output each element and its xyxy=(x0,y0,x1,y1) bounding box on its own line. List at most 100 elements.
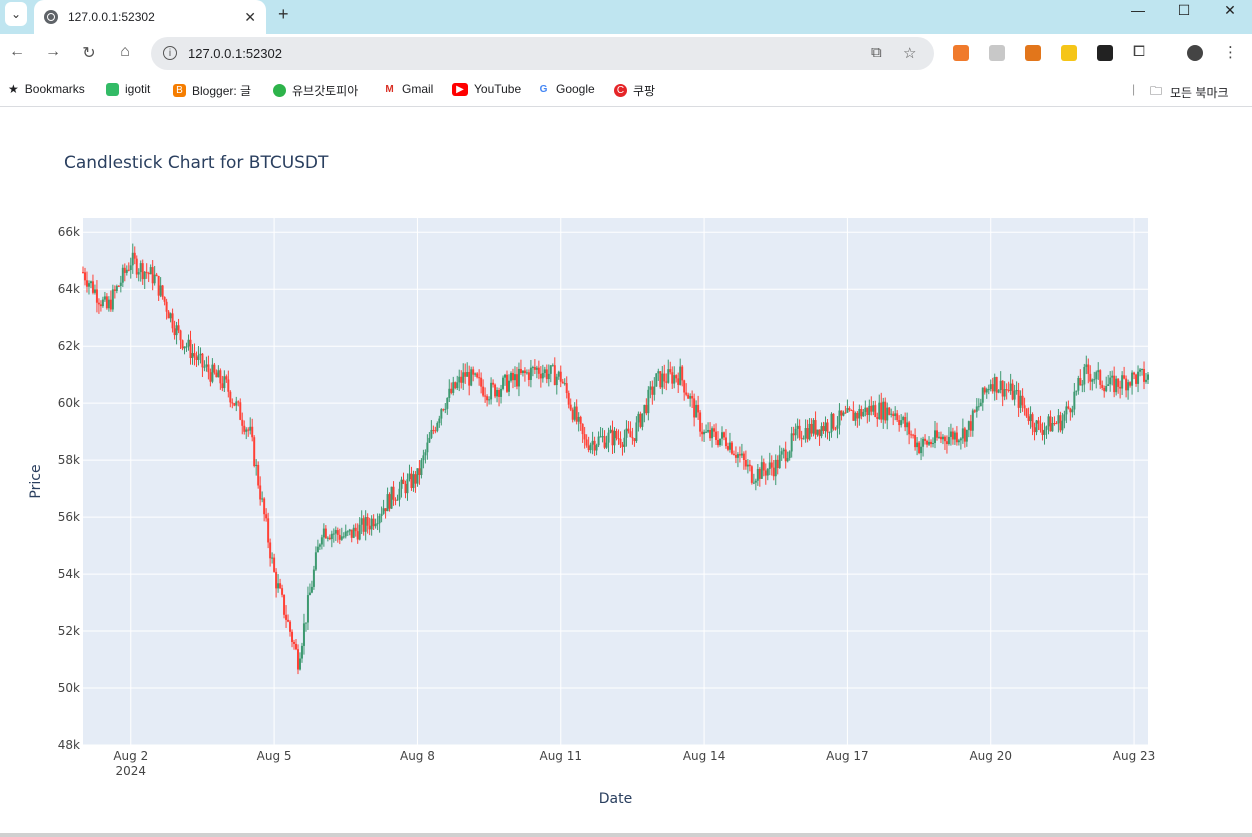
address-bar[interactable]: i 127.0.0.1:52302 ⧉ ☆ xyxy=(151,37,934,70)
candle-body xyxy=(380,513,383,516)
close-tab-icon[interactable]: ✕ xyxy=(244,9,256,25)
home-icon[interactable]: ⌂ xyxy=(120,43,130,60)
bookmark-item[interactable]: C 쿠팡 xyxy=(614,82,655,99)
x-tick-label: Aug 23 xyxy=(1113,749,1156,763)
candle-body xyxy=(820,426,823,437)
candle-body xyxy=(870,405,873,412)
candle-body xyxy=(360,518,363,525)
candle-body xyxy=(466,371,469,377)
bookmark-item[interactable]: igotit xyxy=(106,82,150,96)
candle-body xyxy=(615,430,618,439)
bookmark-item[interactable]: G Google xyxy=(537,82,595,96)
bookmark-item[interactable]: ★ Bookmarks xyxy=(8,82,85,96)
candle-body xyxy=(547,373,550,380)
minimize-icon[interactable]: — xyxy=(1131,2,1145,18)
candle-body xyxy=(267,518,270,543)
all-bookmarks[interactable]: 🗀 모든 북마크 xyxy=(1150,82,1229,103)
bookmark-item[interactable]: ▶ YouTube xyxy=(452,82,521,96)
candle-body xyxy=(752,482,755,484)
back-icon[interactable]: ← xyxy=(9,43,25,60)
bookmark-item[interactable]: M Gmail xyxy=(383,82,433,96)
candle-body xyxy=(937,436,940,438)
candle-body xyxy=(1035,420,1038,433)
candle-body xyxy=(201,353,204,368)
tab-search-chevron-icon[interactable]: ⌄ xyxy=(5,2,27,26)
candle-body xyxy=(934,430,936,444)
candle-body xyxy=(611,429,614,446)
candle-body xyxy=(784,449,787,462)
browser-tab[interactable]: 127.0.0.1:52302 ✕ xyxy=(34,0,266,34)
site-info-icon[interactable]: i xyxy=(163,46,177,60)
metamask-icon[interactable] xyxy=(1025,45,1041,61)
candle-body xyxy=(414,474,417,484)
candle-body xyxy=(109,299,112,310)
candle-body xyxy=(488,399,491,401)
extension-ex-icon[interactable] xyxy=(953,45,969,61)
candle-body xyxy=(384,508,387,512)
candle-body xyxy=(635,422,638,442)
candle-body xyxy=(1033,427,1036,433)
candle-body xyxy=(770,462,773,468)
candle-body xyxy=(157,275,160,296)
maximize-icon[interactable]: ☐ xyxy=(1177,2,1191,18)
candle-body xyxy=(420,460,423,475)
more-menu-icon[interactable]: ⋮ xyxy=(1223,44,1238,61)
candle-body xyxy=(908,422,911,435)
candle-body xyxy=(1051,423,1054,432)
tab-title: 127.0.0.1:52302 xyxy=(68,10,155,24)
candle-body xyxy=(1061,420,1064,431)
bookmark-item[interactable]: B Blogger: 글 xyxy=(173,82,251,99)
bookmark-item[interactable]: 유브갓토피아 xyxy=(273,82,358,99)
bookmark-star-icon[interactable]: ☆ xyxy=(903,45,917,62)
candle-body xyxy=(93,289,96,293)
candle-body xyxy=(724,437,727,447)
translate-icon[interactable]: ⧉ xyxy=(871,44,882,61)
candle-body xyxy=(1147,374,1149,380)
candle-body xyxy=(756,468,759,481)
candle-body xyxy=(135,258,138,275)
candle-body xyxy=(916,442,919,448)
candle-body xyxy=(838,410,841,426)
candle-body xyxy=(314,552,317,570)
candle-body xyxy=(511,372,514,381)
candle-body xyxy=(1111,375,1114,378)
candle-body xyxy=(89,281,92,284)
candle-body xyxy=(229,391,232,403)
candle-body xyxy=(283,594,286,615)
forward-icon[interactable]: → xyxy=(45,43,61,60)
extensions-puzzle-icon[interactable]: ⧠ xyxy=(1133,43,1146,60)
candle-body xyxy=(651,386,654,395)
candle-body xyxy=(253,437,256,467)
candle-body xyxy=(296,649,299,670)
candle-body xyxy=(912,434,915,436)
candle-body xyxy=(235,401,238,406)
candle-body xyxy=(195,356,198,360)
candle-body xyxy=(358,524,361,540)
bookmark-label: YouTube xyxy=(474,82,522,96)
close-window-icon[interactable]: ✕ xyxy=(1224,2,1236,18)
candle-body xyxy=(541,373,544,379)
candle-body xyxy=(830,413,833,433)
new-tab-icon[interactable]: + xyxy=(278,4,289,24)
extension-yellow-icon[interactable] xyxy=(1061,45,1077,61)
google-icon: G xyxy=(537,82,550,96)
extension-gallery-icon[interactable] xyxy=(989,45,1005,61)
extension-bybit-icon[interactable] xyxy=(1097,45,1113,61)
candle-body xyxy=(316,546,319,553)
candle-body xyxy=(860,409,863,417)
candle-body xyxy=(324,528,327,539)
candle-body xyxy=(213,364,216,373)
candle-body xyxy=(932,443,935,445)
candle-body xyxy=(87,283,90,287)
profile-avatar[interactable] xyxy=(1187,45,1203,61)
candle-body xyxy=(713,428,716,432)
candle-body xyxy=(1021,395,1024,406)
candle-body xyxy=(306,595,309,623)
candle-body xyxy=(119,282,122,286)
candle-body xyxy=(364,517,367,532)
candle-body xyxy=(1119,386,1122,389)
candle-body xyxy=(171,313,174,329)
reload-icon[interactable]: ↻ xyxy=(82,45,96,62)
candle-body xyxy=(424,452,427,456)
candle-body xyxy=(127,269,130,271)
